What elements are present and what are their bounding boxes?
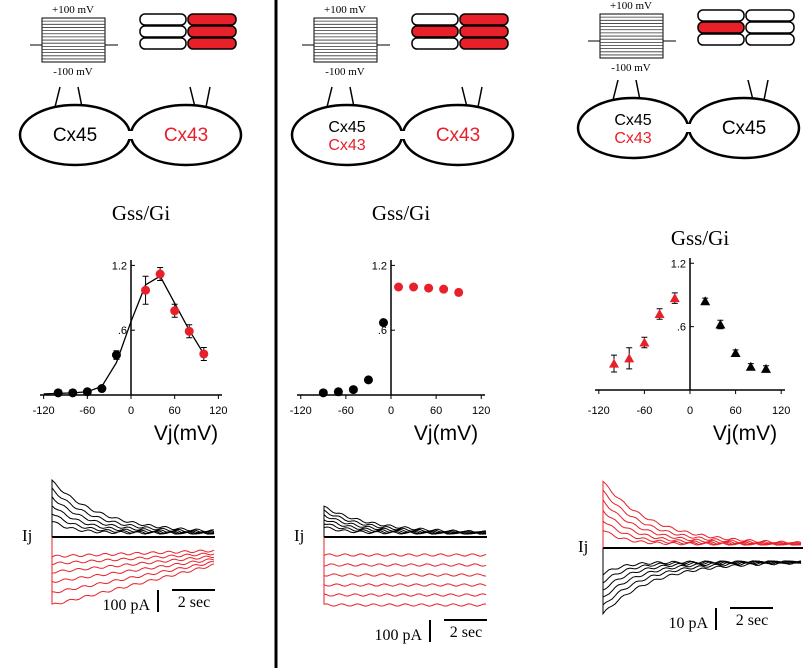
chart-title: Gss/Gi — [112, 201, 171, 225]
protocol-high: +100 mV — [324, 4, 366, 16]
x-tick-label: 120 — [209, 405, 227, 417]
point — [68, 388, 77, 397]
cell-label: Cx45 — [53, 125, 97, 146]
trace-label: Ij — [578, 537, 588, 556]
x-tick-label: 60 — [169, 405, 181, 417]
connexon-right — [460, 26, 508, 37]
protocol-high: +100 mV — [610, 0, 652, 12]
protocol-low: -100 mV — [53, 66, 92, 78]
point — [439, 285, 448, 294]
y-tick-label: .6 — [677, 322, 686, 334]
x-tick-label: 120 — [772, 405, 790, 417]
current-scale: 100 pA — [102, 597, 150, 614]
connexon-left — [698, 10, 744, 21]
trace-label: Ij — [294, 526, 304, 545]
point — [54, 388, 63, 397]
connexon-left — [412, 14, 458, 25]
connexon-left — [140, 26, 186, 37]
point — [394, 283, 403, 292]
y-tick-label: 1.2 — [372, 260, 387, 272]
cell-label: Cx43 — [328, 137, 365, 154]
connexon-left — [412, 38, 458, 49]
point — [199, 349, 208, 358]
time-scale: 2 sec — [450, 624, 482, 641]
protocol-high: +100 mV — [52, 4, 94, 16]
connexon-left — [140, 14, 186, 25]
cell-label: Cx43 — [614, 130, 651, 147]
chart-title: Gss/Gi — [671, 226, 730, 250]
point — [379, 318, 388, 327]
point — [141, 286, 150, 295]
time-scale: 2 sec — [736, 612, 768, 629]
connexon-right — [746, 10, 794, 21]
time-scale: 2 sec — [178, 594, 210, 611]
x-tick-label: 120 — [472, 405, 490, 417]
x-tick-label: -60 — [79, 405, 95, 417]
y-tick-label: 1.2 — [671, 258, 686, 270]
protocol-low: -100 mV — [611, 62, 650, 74]
cell-label: Cx43 — [164, 125, 208, 146]
connexon-left — [412, 26, 458, 37]
connexon-right — [746, 22, 794, 33]
connexon-right — [460, 14, 508, 25]
x-tick-label: -60 — [338, 405, 354, 417]
cell-label: Cx43 — [436, 125, 480, 146]
point — [97, 384, 106, 393]
point — [454, 288, 463, 297]
x-axis-label: Vj(mV) — [713, 422, 777, 445]
point — [156, 270, 165, 279]
y-tick-label: 1.2 — [112, 260, 127, 272]
point — [349, 385, 358, 394]
cell-label: Cx45 — [614, 112, 651, 129]
point — [334, 387, 343, 396]
x-tick-label: 0 — [128, 405, 134, 417]
connexon-right — [746, 34, 794, 45]
point — [112, 351, 121, 360]
x-tick-label: 60 — [430, 405, 442, 417]
connexon-left — [140, 38, 186, 49]
x-axis-label: Vj(mV) — [154, 422, 218, 445]
connexon-right — [188, 38, 236, 49]
chart-title: Gss/Gi — [372, 201, 431, 225]
protocol-low: -100 mV — [325, 66, 364, 78]
x-tick-label: -120 — [290, 405, 312, 417]
trace-label: Ij — [22, 526, 32, 545]
cell-label: Cx45 — [722, 118, 766, 139]
x-tick-label: -120 — [588, 405, 610, 417]
cell-label: Cx45 — [328, 119, 365, 136]
point — [319, 388, 328, 397]
junction — [398, 131, 406, 139]
connexon-right — [188, 14, 236, 25]
x-axis-label: Vj(mV) — [414, 422, 478, 445]
connexon-right — [460, 38, 508, 49]
x-tick-label: -60 — [636, 405, 652, 417]
point — [409, 283, 418, 292]
point — [83, 387, 92, 396]
current-scale: 100 pA — [374, 627, 422, 644]
x-tick-label: 0 — [388, 405, 394, 417]
junction — [126, 131, 134, 139]
connexon-right — [188, 26, 236, 37]
connexon-left — [698, 34, 744, 45]
current-scale: 10 pA — [668, 615, 708, 632]
point — [170, 306, 179, 315]
junction — [684, 124, 692, 132]
point — [185, 327, 194, 336]
figure: +100 mV-100 mVCx45Cx43Ij100 pA2 sec+100 … — [0, 0, 811, 668]
x-tick-label: 60 — [729, 405, 741, 417]
x-tick-label: 0 — [687, 405, 693, 417]
point — [424, 284, 433, 293]
connexon-left — [698, 22, 744, 33]
x-tick-label: -120 — [33, 405, 55, 417]
point — [364, 375, 373, 384]
